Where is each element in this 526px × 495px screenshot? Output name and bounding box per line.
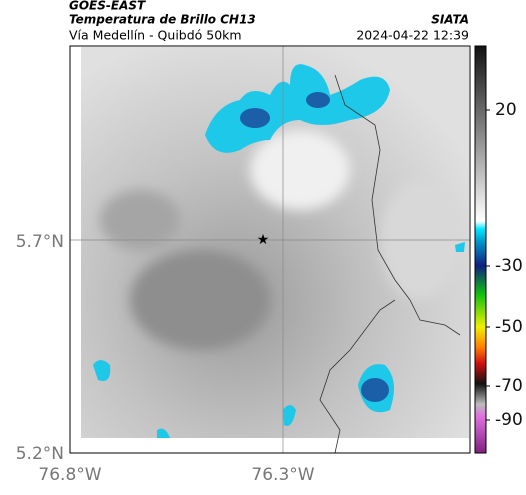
lat-label: 5.7°N (16, 232, 64, 252)
colder-cores (240, 92, 389, 402)
lat-label: 5.2°N (16, 444, 64, 464)
colorbar-label: -70 (495, 376, 523, 396)
colorbar-ticks: 20 -30 -50 -70 -90 (486, 100, 523, 430)
agency: SIATA (431, 13, 469, 27)
route: Vía Medellín - Quibdó 50km (69, 28, 242, 43)
lon-label: 76.8°W (38, 465, 101, 485)
city-marker: ★ (257, 232, 270, 248)
map: ★ (69, 45, 471, 454)
title: Temperatura de Brillo CH13 (69, 13, 256, 27)
map-frame (69, 45, 471, 454)
texture (100, 130, 460, 350)
source: GOES-EAST (69, 0, 146, 13)
colorbar-label: 20 (495, 100, 517, 120)
border (319, 299, 396, 454)
colorbar-label: -90 (495, 410, 523, 430)
cold-clouds (93, 64, 465, 438)
datetime: 2024-04-22 12:39 (356, 28, 469, 43)
colorbar-label: -50 (495, 317, 523, 337)
lon-label: 76.3°W (251, 465, 314, 485)
colorbar-label: -30 (495, 256, 523, 276)
border (334, 74, 461, 336)
colorbar (474, 45, 487, 454)
